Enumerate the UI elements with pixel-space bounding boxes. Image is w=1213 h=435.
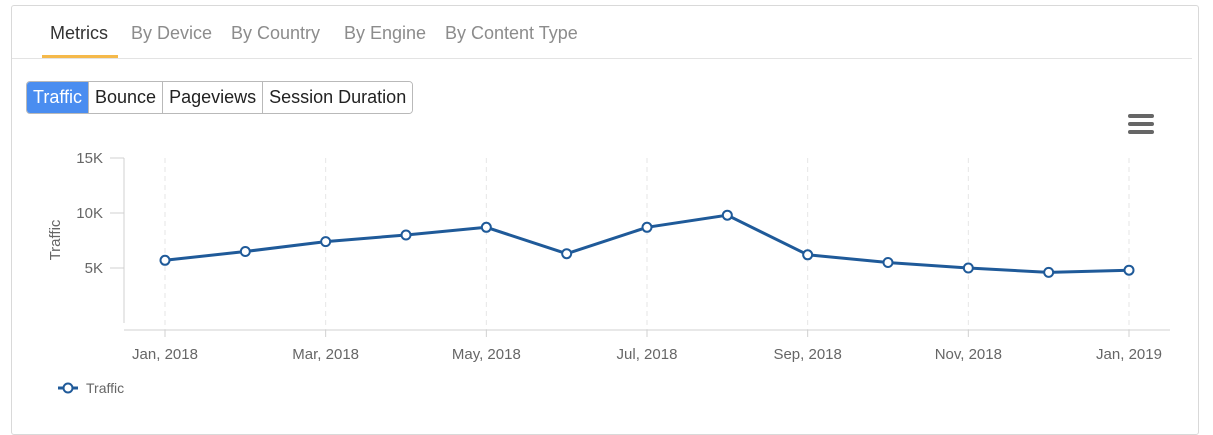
tab-by-country[interactable]: By Country [231,23,321,43]
x-tick-label: Nov, 2018 [935,346,1002,363]
traffic-data-point [882,257,894,268]
traffic-data-point [400,229,412,241]
traffic-data-point [320,236,332,248]
axis-ticks: Jan, 2018 Mar, 2018 May, 2018 Jul, 2018 Sep,… [76,150,1162,363]
metric-button-group: Traffic Bounce Pageviews Session Duratio… [26,81,414,114]
metrics-panel: Metrics By Device By Country By Engine B… [11,5,1199,435]
chart-legend[interactable]: Traffic [58,380,124,396]
pageviews-button[interactable]: Pageviews [163,82,264,113]
x-tick-label: Jan, 2018 [132,346,198,363]
traffic-data-point [802,249,814,261]
bounce-button[interactable]: Bounce [89,82,164,113]
x-tick-label: Jul, 2018 [617,346,678,363]
y-tick-label: 10K [76,205,103,222]
x-tick-label: Jan, 2019 [1096,346,1162,363]
traffic-series-points [159,209,1135,278]
tab-by-engine[interactable]: By Engine [344,23,427,43]
y-tick-label: 15K [76,150,103,167]
hamburger-menu-icon[interactable] [1128,114,1154,136]
x-tick-label: Sep, 2018 [773,346,841,363]
traffic-data-point [159,254,171,266]
x-tick-label: Mar, 2018 [292,346,359,363]
traffic-data-point [480,221,492,233]
traffic-data-point [561,248,573,260]
traffic-data-point [721,209,733,221]
legend-label: Traffic [86,380,124,396]
x-tick-label: May, 2018 [452,346,521,363]
traffic-data-point [1123,264,1135,276]
tab-by-content-type[interactable]: By Content Type [445,23,578,43]
traffic-data-point [239,246,251,257]
tab-bar: Metrics By Device By Country By Engine B… [12,6,1192,59]
legend-marker-icon [62,382,74,394]
tab-by-device[interactable]: By Device [131,23,213,43]
traffic-line-chart: Jan, 2018 Mar, 2018 May, 2018 Jul, 2018 Sep,… [47,150,1170,396]
y-tick-label: 5K [85,260,103,277]
tab-metrics[interactable]: Metrics [50,23,108,43]
y-axis-title: Traffic [47,219,64,260]
active-tab-indicator [42,55,118,58]
traffic-button[interactable]: Traffic [27,82,90,113]
session-duration-button[interactable]: Session Duration [263,82,413,113]
traffic-data-point [641,221,653,233]
traffic-data-point [962,262,974,274]
traffic-data-point [1043,266,1055,278]
